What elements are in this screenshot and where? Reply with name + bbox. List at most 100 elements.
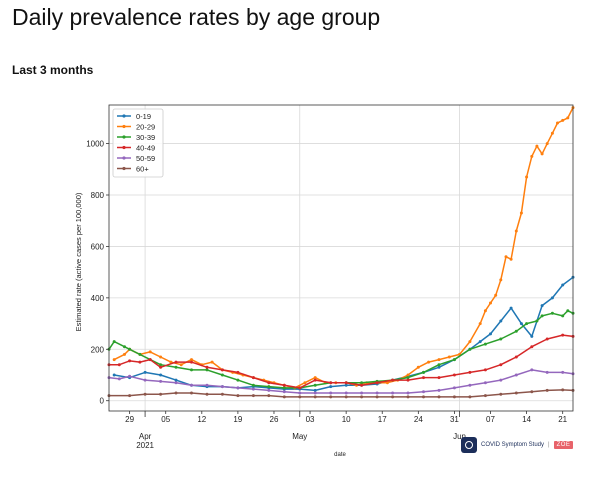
- data-point-20-29: [303, 381, 307, 385]
- data-point-50-59: [128, 374, 132, 378]
- data-point-20-29: [123, 352, 126, 356]
- data-point-30-39: [468, 347, 472, 351]
- data-point-60+: [251, 394, 255, 398]
- x-tick-label: 10: [342, 415, 351, 424]
- series-line-0-19: [114, 276, 574, 392]
- x-tick-label: 03: [306, 415, 315, 424]
- x-tick-label: 17: [378, 415, 387, 424]
- data-point-60+: [561, 388, 565, 392]
- data-point-60+: [483, 394, 487, 398]
- data-point-60+: [422, 395, 425, 399]
- data-point-60+: [437, 395, 441, 399]
- data-point-40-49: [117, 363, 121, 367]
- data-point-40-49: [159, 365, 163, 369]
- data-point-20-29: [550, 131, 554, 135]
- data-point-50-59: [282, 390, 286, 394]
- data-point-20-29: [179, 363, 183, 367]
- data-point-20-29: [489, 301, 492, 305]
- data-point-40-49: [530, 345, 534, 349]
- data-point-0-19: [540, 304, 544, 308]
- data-point-30-39: [159, 363, 163, 367]
- plot-frame: [108, 104, 574, 412]
- data-point-20-29: [427, 360, 431, 364]
- data-point-40-49: [267, 381, 271, 385]
- data-point-50-59: [298, 391, 302, 395]
- y-tick-label: 600: [91, 242, 105, 251]
- data-point-60+: [190, 391, 193, 395]
- data-point-50-59: [329, 391, 333, 395]
- data-point-0-19: [313, 388, 317, 392]
- data-point-20-29: [468, 340, 472, 344]
- data-point-60+: [298, 395, 302, 399]
- data-point-0-19: [437, 365, 441, 369]
- data-point-40-49: [406, 378, 410, 382]
- data-point-50-59: [452, 386, 456, 390]
- data-point-50-59: [375, 391, 379, 395]
- data-point-20-29: [540, 152, 544, 156]
- data-point-40-49: [220, 368, 224, 372]
- data-point-20-29: [148, 350, 152, 354]
- data-point-50-59: [344, 391, 348, 395]
- data-point-50-59: [313, 391, 317, 395]
- data-point-30-39: [566, 309, 570, 313]
- x-tick-label: 07: [486, 415, 495, 424]
- legend-marker-0-19: [122, 114, 126, 118]
- x-year-label: 2021: [136, 441, 154, 450]
- legend-marker-50-59: [122, 156, 126, 160]
- zoe-logo: ZOE: [553, 441, 574, 449]
- series-lines: [107, 106, 575, 399]
- data-point-30-39: [499, 337, 503, 341]
- data-point-30-39: [138, 352, 142, 356]
- data-point-50-59: [174, 381, 178, 385]
- data-point-30-39: [236, 378, 240, 382]
- data-point-40-49: [298, 386, 302, 390]
- data-point-30-39: [561, 314, 565, 318]
- data-point-60+: [282, 395, 286, 399]
- data-point-30-39: [514, 329, 518, 333]
- data-point-40-49: [360, 383, 364, 387]
- y-tick-label: 800: [91, 191, 105, 200]
- legend-marker-60+: [122, 166, 126, 171]
- data-point-30-39: [452, 358, 456, 362]
- data-point-50-59: [117, 377, 121, 381]
- data-point-0-19: [499, 319, 503, 323]
- legend-marker-30-39: [122, 135, 126, 139]
- data-point-40-49: [138, 360, 142, 364]
- data-point-0-19: [174, 378, 178, 382]
- brand-badge: COVID Symptom Study | ZOE: [461, 436, 574, 454]
- data-point-20-29: [545, 142, 549, 146]
- data-point-0-19: [329, 385, 333, 389]
- data-point-40-49: [468, 370, 472, 374]
- data-point-30-39: [437, 363, 441, 367]
- data-point-20-29: [437, 358, 441, 362]
- legend-label: 30-39: [136, 133, 155, 142]
- data-point-40-49: [128, 359, 132, 363]
- data-point-30-39: [174, 365, 178, 369]
- data-point-30-39: [112, 340, 116, 344]
- x-tick-label: 19: [233, 415, 242, 424]
- data-point-50-59: [437, 388, 441, 392]
- y-axis-label: Estimated rate (active cases per 100,000…: [74, 192, 83, 331]
- data-point-60+: [143, 392, 147, 396]
- data-point-30-39: [422, 370, 425, 374]
- data-point-40-49: [499, 363, 503, 367]
- data-point-20-29: [190, 358, 193, 362]
- data-point-0-19: [561, 283, 565, 287]
- data-point-60+: [375, 395, 379, 399]
- data-point-50-59: [422, 390, 425, 394]
- x-month-label: May: [292, 432, 307, 441]
- legend-label: 20-29: [136, 123, 155, 132]
- data-point-30-39: [190, 368, 193, 372]
- data-point-40-49: [174, 360, 178, 364]
- data-point-20-29: [525, 175, 529, 179]
- data-point-50-59: [143, 378, 147, 382]
- data-point-60+: [344, 395, 348, 399]
- data-point-0-19: [344, 383, 348, 387]
- series-line-50-59: [108, 369, 574, 394]
- data-point-20-29: [535, 144, 539, 148]
- page-title: Daily prevalence rates by age group: [12, 4, 381, 30]
- data-point-0-19: [159, 373, 163, 377]
- data-point-0-19: [478, 340, 482, 344]
- data-point-20-29: [509, 257, 513, 261]
- data-point-40-49: [422, 376, 425, 380]
